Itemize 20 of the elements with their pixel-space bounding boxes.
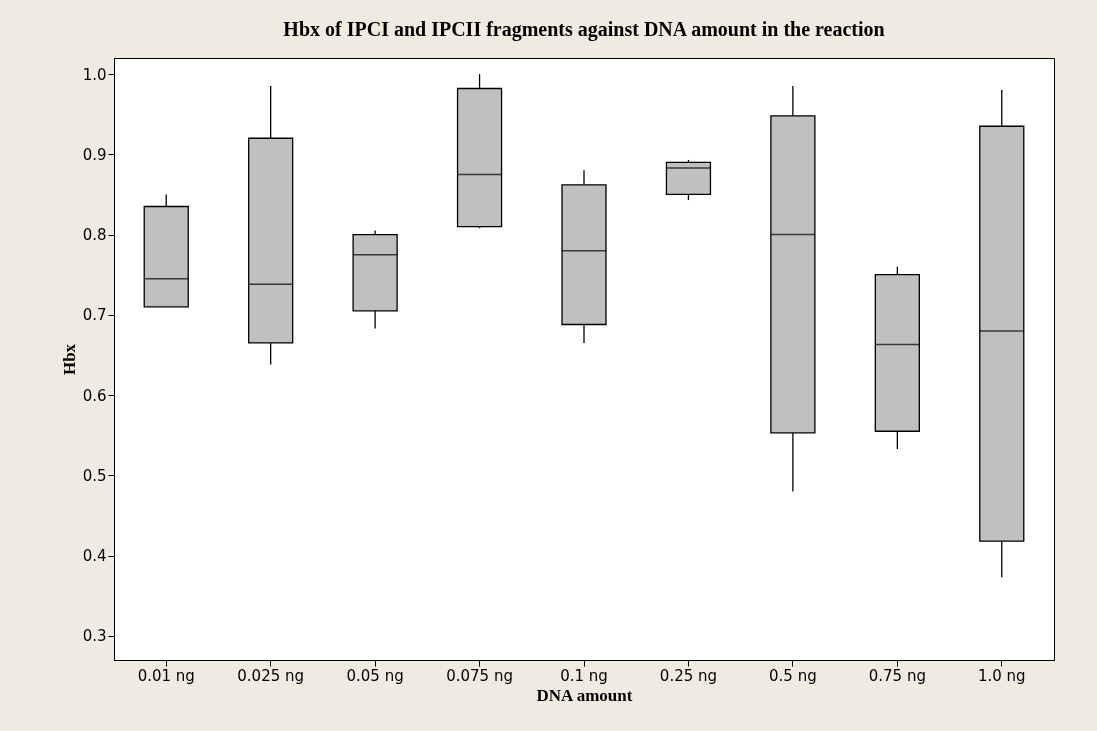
x-axis-title: DNA amount <box>536 685 633 705</box>
x-tick-label: 0.05 ng <box>346 666 404 685</box>
x-tick-label: 0.25 ng <box>659 666 718 685</box>
x-tick-label: 0.025 ng <box>237 666 305 685</box>
y-axis-title: Hbx <box>59 343 79 376</box>
y-tick-label: 0.4 <box>82 547 107 566</box>
y-tick-label: 0.3 <box>82 627 107 646</box>
y-tick-label: 1.0 <box>82 65 107 84</box>
x-tick-label: 0.01 ng <box>137 666 195 685</box>
chart-title: Hbx of IPCI and IPCII fragments against DNA amount in the reaction <box>283 18 885 41</box>
x-tick-label: 0.75 ng <box>868 666 926 685</box>
x-tick-label: 0.5 ng <box>769 666 817 685</box>
x-tick-label: 1.0 ng <box>977 666 1026 685</box>
x-tick-label: 0.075 ng <box>446 666 513 685</box>
y-tick-label: 0.5 <box>82 466 107 485</box>
y-tick-label: 0.6 <box>82 386 107 405</box>
y-tick-label: 0.9 <box>82 145 107 164</box>
y-tick-label: 0.8 <box>82 226 107 245</box>
y-tick-label: 0.7 <box>82 306 107 325</box>
x-tick-label: 0.1 ng <box>560 666 608 685</box>
